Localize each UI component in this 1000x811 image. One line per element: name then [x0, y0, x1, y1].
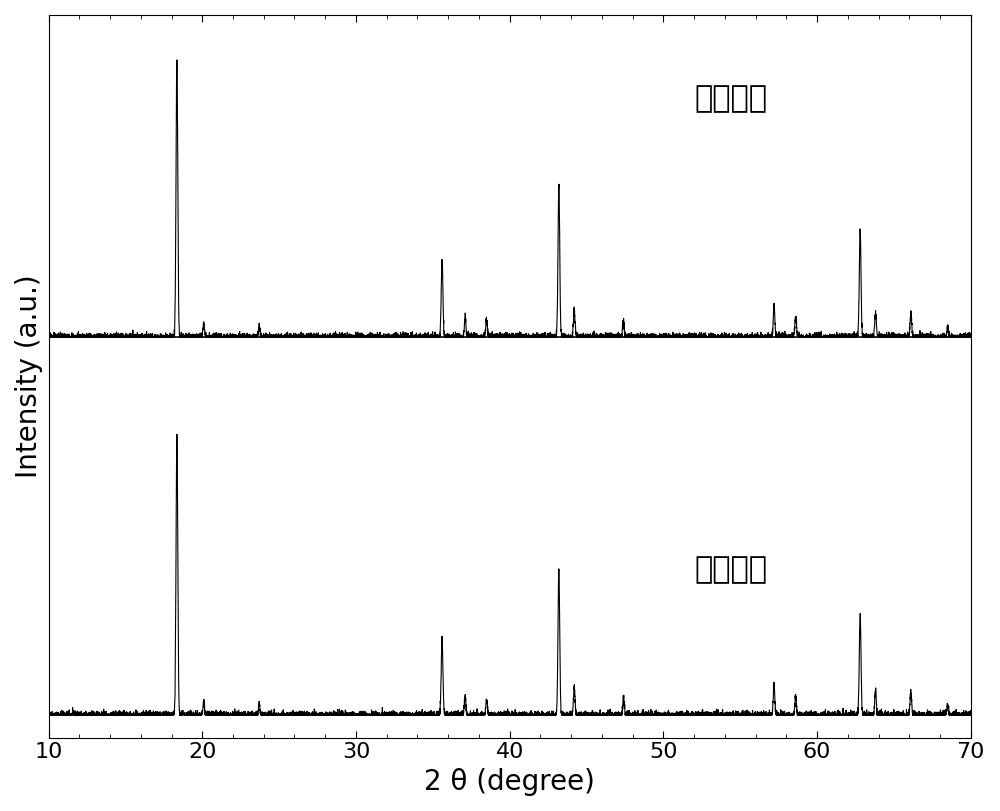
- Text: 实施例一: 实施例一: [694, 555, 767, 584]
- X-axis label: 2 θ (degree): 2 θ (degree): [424, 768, 595, 796]
- Y-axis label: Intensity (a.u.): Intensity (a.u.): [15, 274, 43, 478]
- Text: 实施例二: 实施例二: [694, 84, 767, 114]
